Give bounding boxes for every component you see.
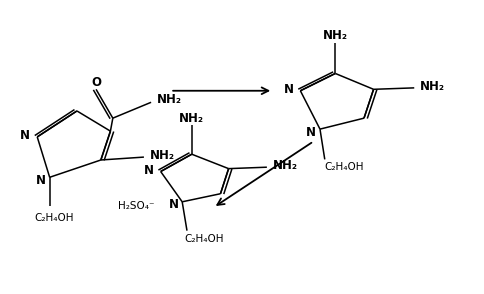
Text: N: N <box>284 83 293 96</box>
Text: NH₂: NH₂ <box>179 112 204 125</box>
Text: NH₂: NH₂ <box>272 159 298 172</box>
Text: O: O <box>91 76 101 88</box>
Text: NH₂: NH₂ <box>323 29 348 42</box>
Text: N: N <box>306 126 317 138</box>
Text: N: N <box>36 174 46 187</box>
Text: NH₂: NH₂ <box>157 93 182 106</box>
Text: N: N <box>144 164 154 177</box>
Text: NH₂: NH₂ <box>420 80 445 93</box>
Text: C₂H₄OH: C₂H₄OH <box>184 234 224 244</box>
Text: C₂H₄OH: C₂H₄OH <box>324 162 363 172</box>
Text: N: N <box>168 198 179 211</box>
Text: C₂H₄OH: C₂H₄OH <box>35 213 74 223</box>
Text: H₂SO₄⁻: H₂SO₄⁻ <box>119 201 155 211</box>
Text: N: N <box>20 129 30 142</box>
Text: NH₂: NH₂ <box>150 149 175 162</box>
